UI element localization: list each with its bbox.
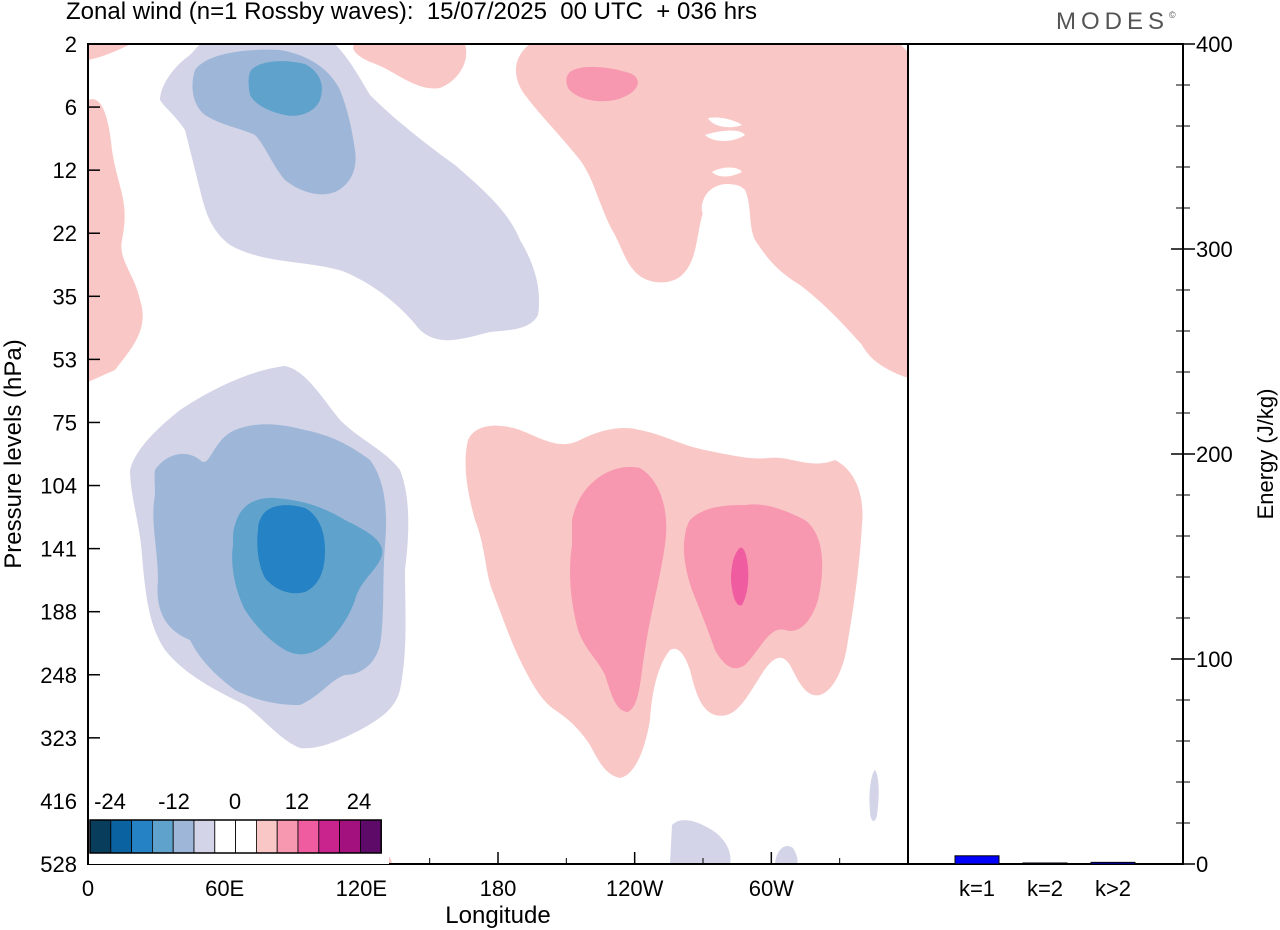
- longitude-tick-label: 60W: [749, 876, 794, 901]
- contour-pos-upper-right-inner: [566, 66, 638, 102]
- pressure-tick-label: 35: [53, 284, 77, 309]
- colorbar-swatch: [297, 819, 320, 854]
- energy-bar: [1090, 861, 1136, 865]
- contour-neg-upper-inner: [248, 61, 322, 116]
- contour-neg-bottom-a: [670, 820, 731, 864]
- energy-tick-label: 400: [1196, 32, 1233, 57]
- energy-bar-label: k=2: [1027, 876, 1063, 901]
- pressure-tick-label: 2: [65, 32, 77, 57]
- energy-tick-label: 0: [1196, 852, 1208, 877]
- x-axis-label: Longitude: [445, 902, 550, 929]
- contour-neg-lower-core: [257, 505, 325, 594]
- pressure-tick-label: 248: [40, 663, 77, 688]
- contour-neg-bottom-c: [869, 770, 879, 822]
- contour-pos-lower-core: [731, 547, 749, 606]
- energy-bar-label: k>2: [1095, 876, 1131, 901]
- modes-logo: MODES©: [1056, 8, 1176, 36]
- pressure-tick-label: 22: [53, 221, 77, 246]
- contour-gap-1: [705, 130, 745, 142]
- pressure-tick-label: 6: [65, 95, 77, 120]
- longitude-tick-label: 120W: [606, 876, 664, 901]
- longitude-tick-label: 0: [82, 876, 94, 901]
- contour-pos-lower-mid-a: [570, 466, 667, 712]
- pressure-tick-label: 53: [53, 347, 77, 372]
- colorbar-frame: [89, 819, 382, 854]
- energy-bars: k=1 k=2 k>2: [954, 855, 1136, 901]
- colorbar-swatch: [172, 819, 195, 854]
- colorbar-label: -24: [94, 789, 126, 814]
- pressure-tick-label: 12: [53, 158, 77, 183]
- colorbar-label: 0: [229, 789, 241, 814]
- colorbar-swatch: [255, 819, 278, 854]
- energy-bar-label: k=1: [959, 876, 995, 901]
- colorbar-label: -12: [158, 789, 190, 814]
- colorbar-swatch: [214, 819, 237, 854]
- pressure-tick-label: 188: [40, 600, 77, 625]
- contour-gap-2: [708, 117, 742, 128]
- y-axis-label: Pressure levels (hPa): [0, 339, 27, 568]
- pressure-tick-label: 416: [40, 789, 77, 814]
- chart-title: Zonal wind (n=1 Rossby waves): 15/07/202…: [66, 0, 758, 25]
- contour-pos-lower-mid-b: [683, 504, 823, 669]
- colorbar-swatch: [131, 819, 153, 854]
- contour-gap-3: [712, 167, 742, 177]
- energy-plot-frame: [907, 43, 1184, 865]
- colorbar-swatch: [276, 819, 299, 854]
- colorbar-swatch: [110, 819, 133, 854]
- pressure-tick-label: 141: [40, 537, 77, 562]
- energy-axis: 0 100 200 300 400: [1171, 32, 1233, 877]
- energy-bar: [954, 855, 1000, 865]
- pressure-tick-label: 323: [40, 726, 77, 751]
- energy-tick-label: 200: [1196, 442, 1233, 467]
- copyright-mark: ©: [1169, 10, 1176, 20]
- colorbar-swatch: [193, 819, 216, 854]
- colorbar-label: 24: [347, 789, 371, 814]
- pressure-tick-label: 528: [40, 852, 77, 877]
- contour-field: [88, 44, 908, 864]
- energy-axis-label: Energy (J/kg): [1253, 389, 1278, 520]
- contour-gap-4: [701, 184, 749, 236]
- colorbar-swatch: [89, 819, 112, 854]
- contour-pos-upper-right: [515, 44, 908, 378]
- contour-pos-top-mid: [353, 44, 467, 89]
- colorbar-swatch: [339, 819, 361, 854]
- pressure-tick-label: 75: [53, 410, 77, 435]
- energy-bar: [1022, 862, 1068, 865]
- colorbar-swatch: [318, 819, 340, 854]
- logo-text: MODES: [1056, 8, 1170, 35]
- contour-pos-top-left: [88, 44, 130, 60]
- colorbar-swatch: [359, 819, 382, 854]
- colorbar-swatch: [235, 819, 257, 854]
- energy-tick-label: 100: [1196, 647, 1233, 672]
- pressure-tick-label: 104: [40, 474, 77, 499]
- longitude-tick-label: 60E: [205, 876, 244, 901]
- colorbar-swatch: [151, 819, 174, 854]
- energy-tick-label: 300: [1196, 237, 1233, 262]
- contour-neg-bottom-b: [775, 845, 798, 864]
- longitude-tick-label: 120E: [336, 876, 387, 901]
- colorbar: -24 -12 0 12 24: [89, 788, 389, 864]
- longitude-tick-label: 180: [480, 876, 517, 901]
- contour-pos-left-edge: [88, 99, 143, 382]
- pressure-axis: 2 6 12 22 35 53 75 104 141 188 248 323 416 528: [40, 32, 100, 877]
- colorbar-label: 12: [285, 789, 309, 814]
